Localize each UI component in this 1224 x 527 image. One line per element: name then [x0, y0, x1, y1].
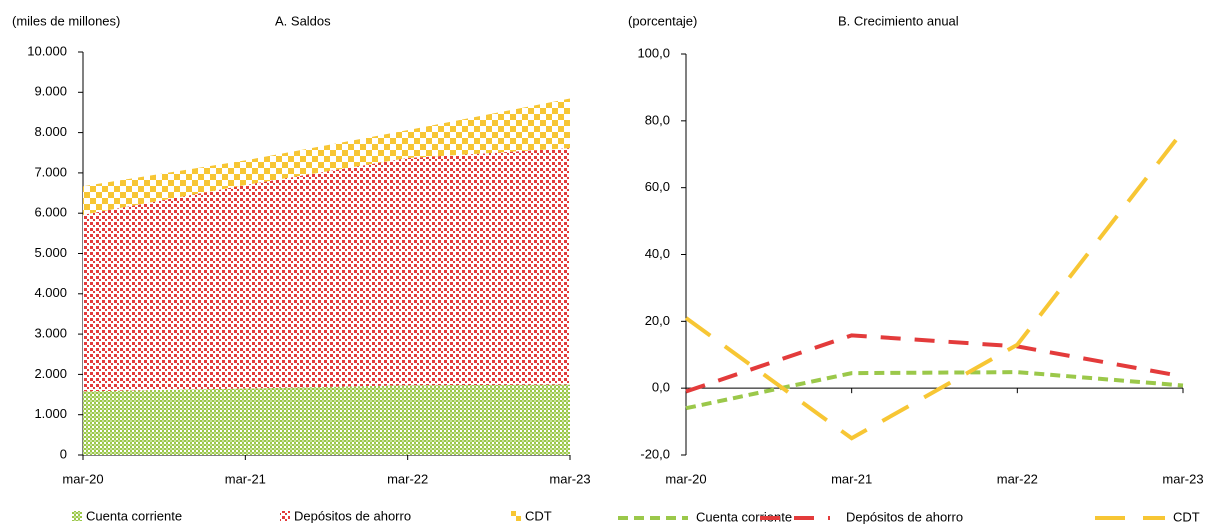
y-tick-label: 1.000 — [34, 406, 67, 421]
unit-label: (porcentaje) — [628, 13, 697, 28]
x-tick-label: mar-20 — [62, 471, 103, 486]
y-tick-label: 3.000 — [34, 326, 67, 341]
y-tick-label: -20,0 — [640, 446, 670, 461]
x-tick-label: mar-21 — [225, 471, 266, 486]
series-line — [684, 129, 1185, 441]
x-tick-label: mar-21 — [831, 471, 872, 486]
area-segment — [83, 148, 570, 392]
legend-label: Cuenta corriente — [86, 508, 182, 523]
y-tick-label: 2.000 — [34, 366, 67, 381]
legend-label: CDT — [1173, 509, 1200, 524]
legend-swatch — [72, 511, 82, 521]
y-tick-label: 0,0 — [652, 380, 670, 395]
x-tick-label: mar-23 — [549, 471, 590, 486]
y-tick-label: 10.000 — [27, 43, 67, 58]
series-line — [685, 370, 1184, 411]
area-segment — [83, 98, 570, 215]
y-tick-label: 0 — [60, 446, 67, 461]
y-tick-label: 60,0 — [645, 179, 670, 194]
y-tick-label: 9.000 — [34, 84, 67, 99]
chart-title: B. Crecimiento anual — [838, 13, 959, 28]
y-tick-label: 8.000 — [34, 124, 67, 139]
y-tick-label: 6.000 — [34, 205, 67, 220]
chart-title: A. Saldos — [275, 13, 331, 28]
area-segment — [83, 384, 570, 455]
y-tick-label: 5.000 — [34, 245, 67, 260]
y-tick-label: 40,0 — [645, 246, 670, 261]
legend-swatch — [280, 511, 290, 521]
y-tick-label: 20,0 — [645, 313, 670, 328]
unit-label: (miles de millones) — [12, 13, 120, 28]
legend-swatch — [511, 511, 521, 521]
y-tick-label: 80,0 — [645, 112, 670, 127]
x-tick-label: mar-22 — [387, 471, 428, 486]
series-line — [685, 333, 1184, 394]
x-tick-label: mar-20 — [665, 471, 706, 486]
legend-label: Cuenta corriente — [696, 509, 792, 524]
x-tick-label: mar-23 — [1162, 471, 1203, 486]
legend-label: Depósitos de ahorro — [294, 508, 411, 523]
legend-label: Depósitos de ahorro — [846, 509, 963, 524]
legend-label: CDT — [525, 508, 552, 523]
y-tick-label: 4.000 — [34, 285, 67, 300]
x-tick-label: mar-22 — [997, 471, 1038, 486]
y-tick-label: 7.000 — [34, 164, 67, 179]
y-tick-label: 100,0 — [637, 45, 670, 60]
